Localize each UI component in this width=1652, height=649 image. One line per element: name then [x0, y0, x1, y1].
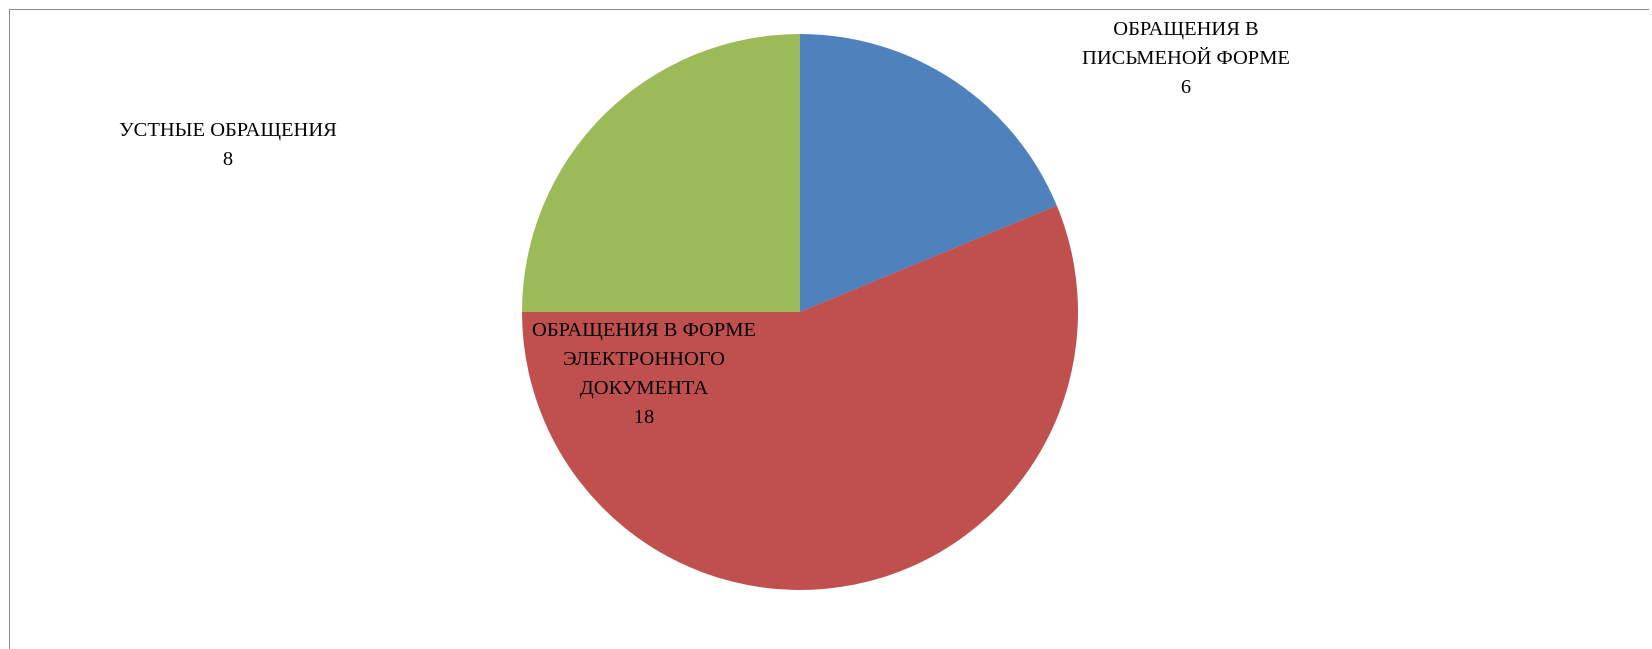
- pie-slice-written: [800, 34, 1057, 312]
- data-label-written-line-1: ОБРАЩЕНИЯ В: [1113, 18, 1259, 40]
- data-label-written-line-2: ПИСЬМЕНОЙ ФОРМЕ: [1082, 47, 1290, 69]
- data-label-electronic-line-1: ОБРАЩЕНИЯ В ФОРМЕ: [532, 319, 756, 341]
- data-label-oral-value: 8: [222, 148, 234, 170]
- data-label-electronic-line-2: ЭЛЕКТРОННОГО: [563, 348, 725, 370]
- data-label-electronic: ОБРАЩЕНИЯ В ФОРМЕ ЭЛЕКТРОННОГО ДОКУМЕНТА…: [460, 316, 828, 432]
- data-label-written-value: 6: [1180, 76, 1192, 98]
- data-label-electronic-value: 18: [633, 406, 655, 428]
- pie-slice-electronic: [522, 205, 1078, 590]
- pie-slice-oral: [522, 34, 800, 312]
- data-label-written: ОБРАЩЕНИЯ В ПИСЬМЕНОЙ ФОРМЕ 6: [1031, 15, 1341, 102]
- data-label-oral: УСТНЫЕ ОБРАЩЕНИЯ 8: [78, 116, 378, 174]
- data-label-oral-line-1: УСТНЫЕ ОБРАЩЕНИЯ: [119, 119, 337, 141]
- data-label-electronic-line-3: ДОКУМЕНТА: [579, 377, 709, 399]
